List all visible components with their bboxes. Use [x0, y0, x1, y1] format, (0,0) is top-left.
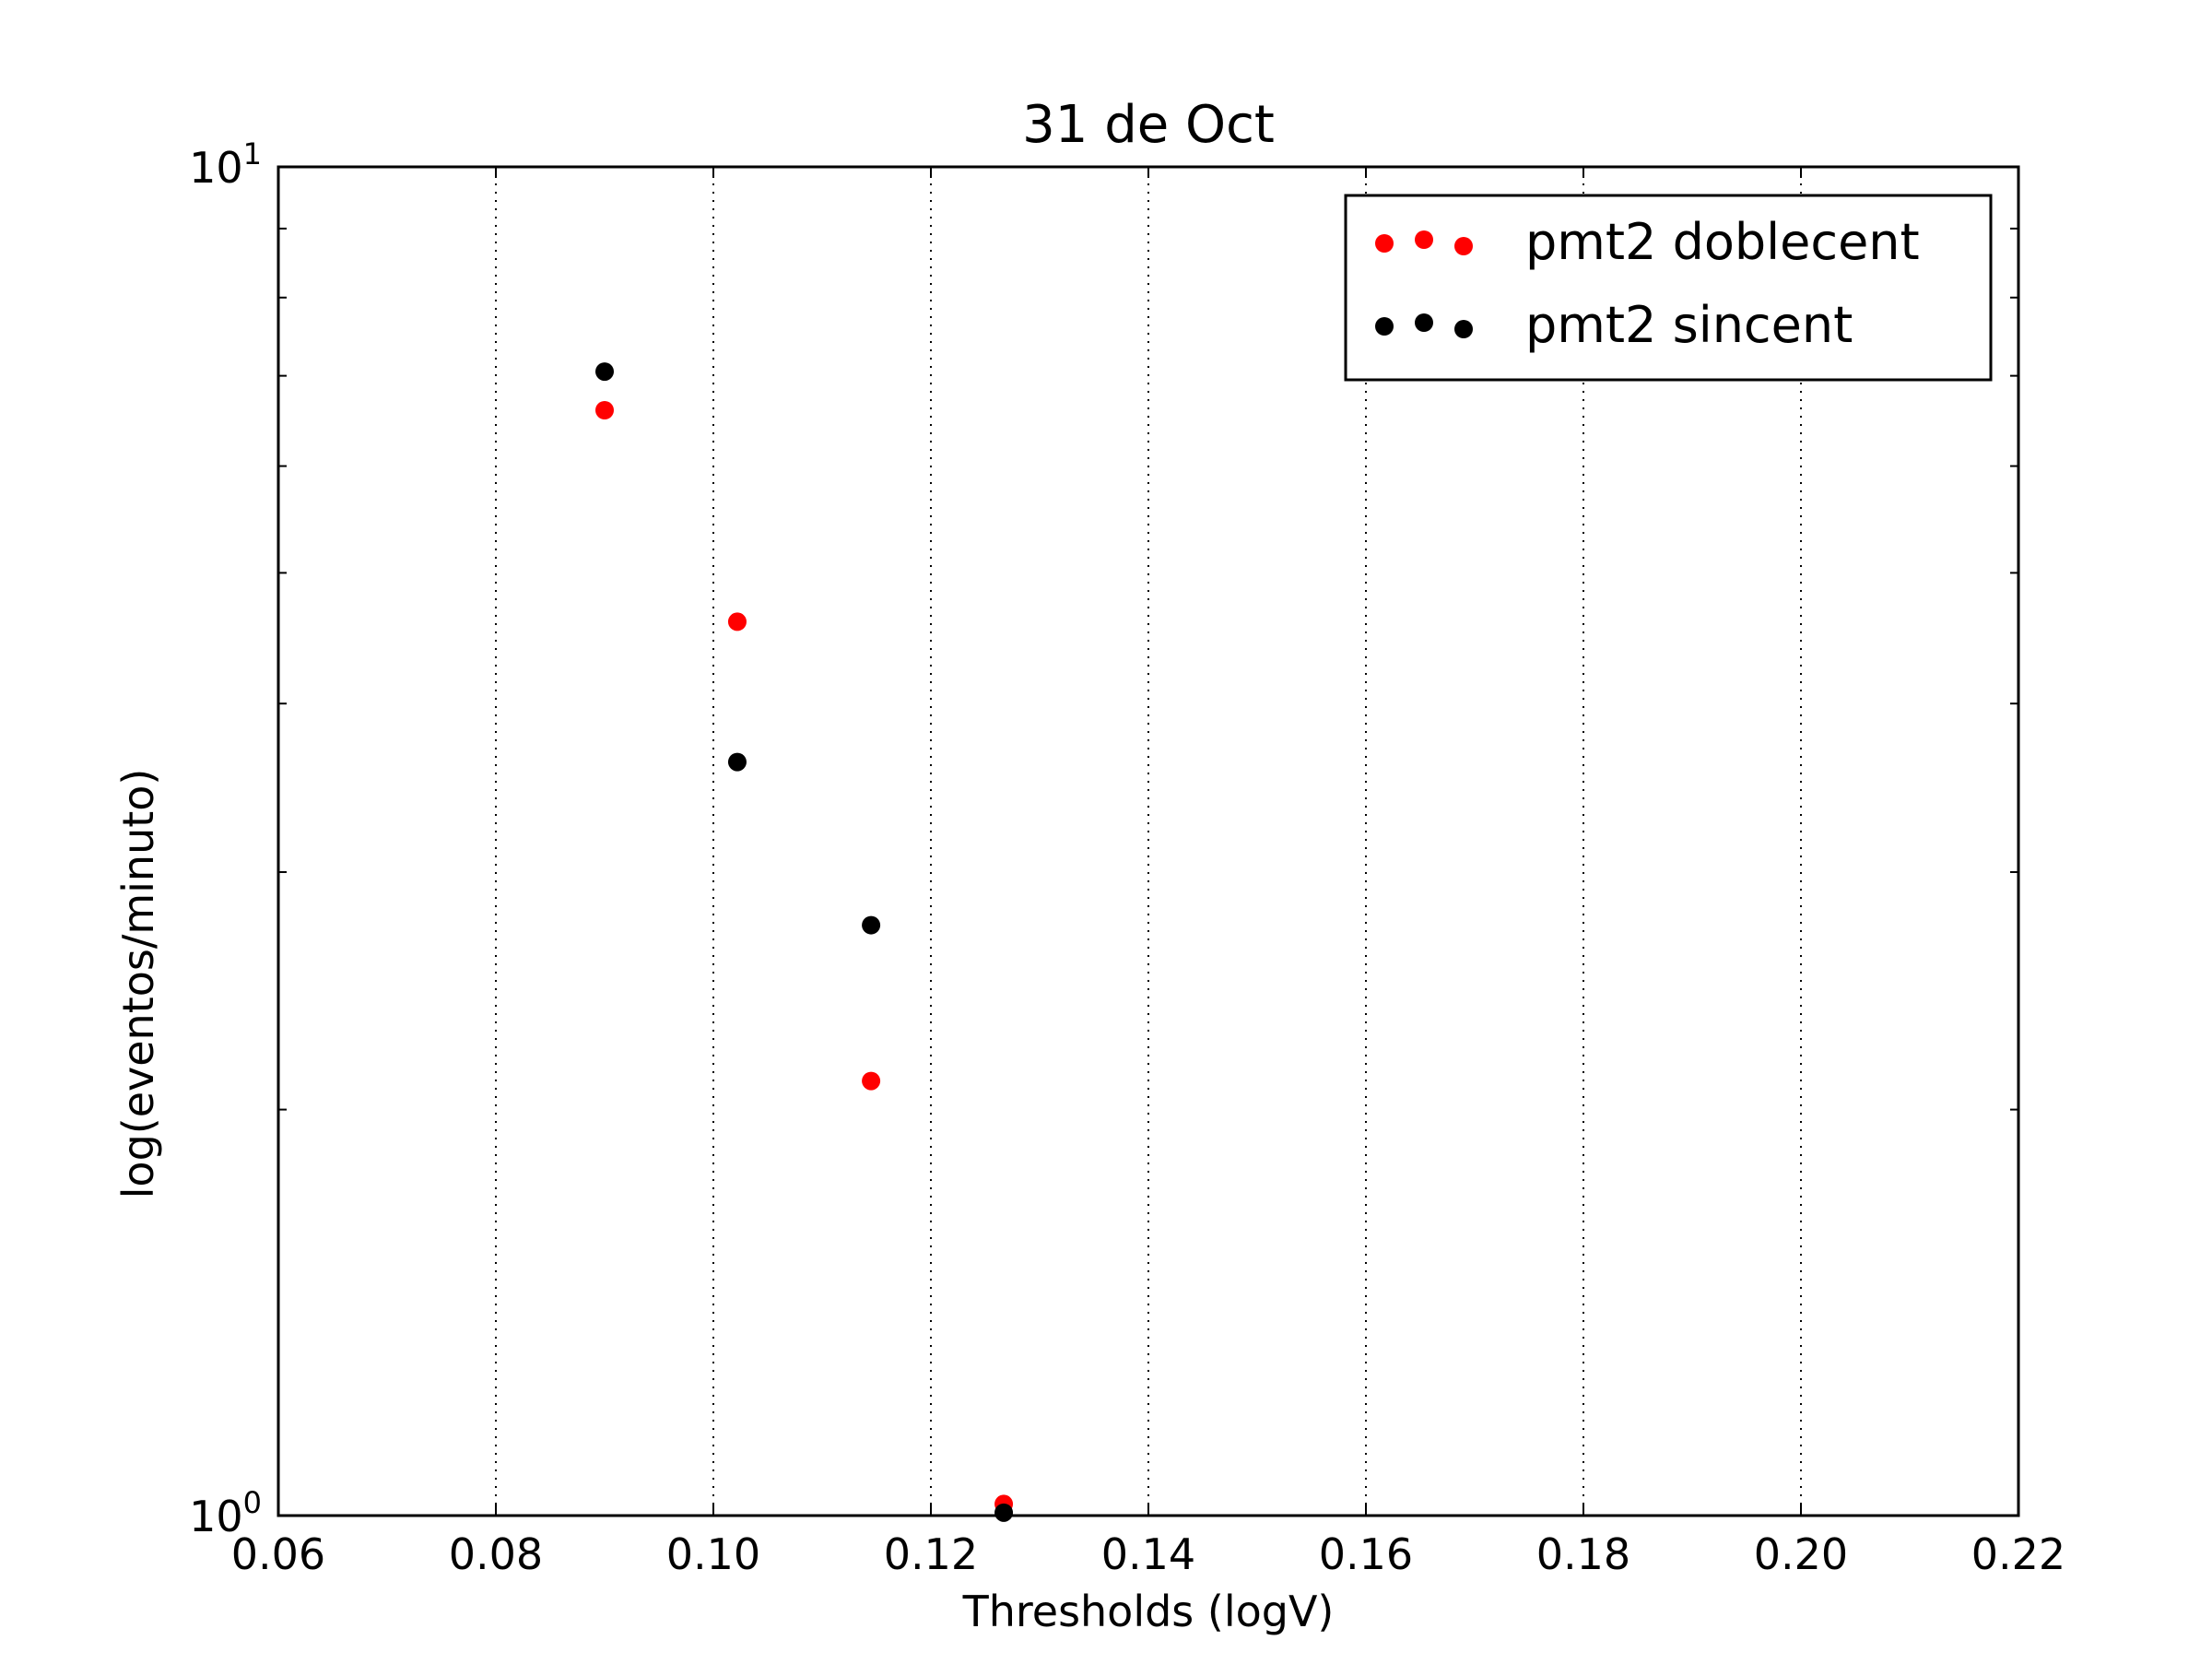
- y-tick-label: 100: [189, 1485, 262, 1541]
- plot-frame: [276, 165, 2020, 1517]
- legend-marker: [1375, 234, 1394, 253]
- x-tick-label: 0.06: [231, 1529, 325, 1579]
- x-axis-label: Thresholds (logV): [962, 1587, 1335, 1636]
- data-point: [862, 915, 881, 935]
- data-point: [595, 362, 614, 382]
- legend-marker: [1415, 313, 1433, 332]
- data-point: [595, 401, 614, 420]
- x-tick-label: 0.14: [1101, 1529, 1195, 1579]
- data-point: [727, 612, 747, 631]
- legend-marker: [1454, 237, 1473, 255]
- x-tick-label: 0.22: [1971, 1529, 2065, 1579]
- y-axis-label: log(eventos/minuto): [113, 769, 163, 1199]
- data-point: [727, 752, 747, 772]
- data-point: [994, 1503, 1014, 1522]
- legend-label: pmt2 doblecent: [1525, 213, 1920, 271]
- legend-marker: [1375, 317, 1394, 336]
- legend: pmt2 doblecent pmt2 sincent: [1344, 194, 1993, 382]
- data-points: [595, 362, 1014, 1522]
- x-tick-label: 0.16: [1319, 1529, 1413, 1579]
- y-tick-label: 101: [189, 136, 262, 193]
- grid: [495, 167, 1802, 1516]
- x-tick-label: 0.08: [449, 1529, 543, 1579]
- x-tick-label: 0.10: [666, 1529, 760, 1579]
- x-tick-label: 0.12: [884, 1529, 978, 1579]
- chart-title: 31 de Oct: [1022, 95, 1275, 155]
- data-point: [862, 1071, 881, 1091]
- axis-ticks: 0.06 0.08 0.10 0.12 0.14 0.16 0.18 0.20 0.22 100 1…: [189, 136, 2065, 1579]
- x-tick-label: 0.18: [1536, 1529, 1630, 1579]
- legend-label: pmt2 sincent: [1525, 296, 1853, 354]
- x-tick-label: 0.20: [1754, 1529, 1848, 1579]
- legend-box: [1344, 194, 1993, 382]
- legend-marker: [1415, 230, 1433, 249]
- legend-marker: [1454, 320, 1473, 338]
